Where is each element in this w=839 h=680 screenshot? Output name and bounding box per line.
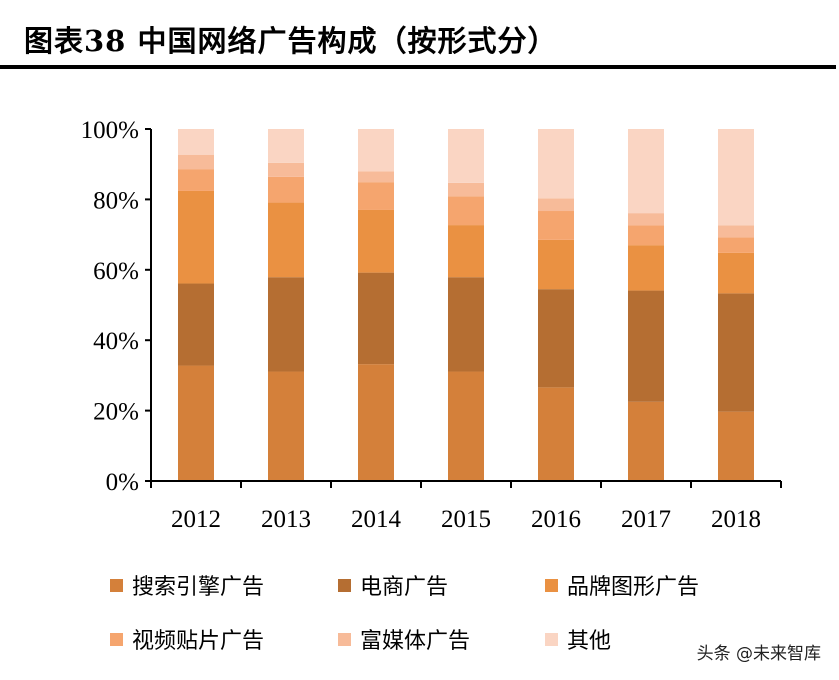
x-tick-label: 2016 — [531, 506, 581, 533]
legend-swatch — [545, 578, 558, 592]
bar-segment-2016-3 — [538, 211, 574, 240]
legend-item-search: 搜索引擎广告 — [110, 569, 264, 601]
legend-item-video: 视频贴片广告 — [110, 623, 264, 655]
legend-label: 品牌图形广告 — [567, 575, 700, 600]
watermark: 头条 @未来智库 — [696, 644, 821, 664]
title-divider — [0, 65, 836, 69]
bar-segment-2018-4 — [718, 225, 754, 238]
bar-segment-2012-2 — [178, 190, 214, 284]
legend-swatch — [110, 578, 123, 592]
bar-segment-2014-4 — [358, 171, 394, 183]
bar-segment-2017-5 — [628, 129, 664, 214]
bar-segment-2013-3 — [268, 176, 304, 203]
bar-segment-2014-0 — [358, 364, 394, 481]
bar-segment-2015-3 — [448, 196, 484, 226]
bar-segment-2017-2 — [628, 245, 664, 291]
bar-segment-2012-3 — [178, 169, 214, 191]
x-tick-label: 2012 — [171, 506, 221, 533]
bar-segment-2012-0 — [178, 365, 214, 481]
bar-segment-2016-0 — [538, 387, 574, 481]
bar-segment-2018-2 — [718, 252, 754, 294]
bar-segment-2014-3 — [358, 182, 394, 210]
bar-segment-2017-0 — [628, 401, 664, 481]
bar-segment-2016-5 — [538, 129, 574, 199]
x-tick-label: 2018 — [711, 506, 761, 533]
bar-segment-2013-0 — [268, 371, 304, 481]
bar-segment-2015-2 — [448, 225, 484, 278]
chart-title: 图表38 中国网络广告构成（按形式分） — [24, 24, 558, 58]
x-tick-label: 2014 — [351, 506, 402, 533]
bar-segment-2013-1 — [268, 277, 304, 372]
legend-item-other: 其他 — [545, 623, 611, 655]
bar-segment-2017-1 — [628, 290, 664, 402]
legend-swatch — [110, 632, 123, 646]
bar-segment-2014-1 — [358, 272, 394, 365]
x-tick-label: 2015 — [441, 506, 491, 533]
legend-item-rich-media: 富媒体广告 — [338, 623, 470, 655]
bar-segment-2016-4 — [538, 198, 574, 212]
legend-label: 搜索引擎广告 — [132, 575, 265, 600]
bar-segment-2018-3 — [718, 237, 754, 253]
legend-item-brand: 品牌图形广告 — [545, 569, 699, 601]
y-tick-label: 20% — [93, 399, 139, 426]
bar-segment-2017-4 — [628, 213, 664, 226]
bar-segment-2015-4 — [448, 182, 484, 197]
bar-segment-2012-4 — [178, 154, 214, 170]
bar-segment-2017-3 — [628, 225, 664, 246]
bar-segment-2015-0 — [448, 371, 484, 481]
bar-segment-2015-5 — [448, 129, 484, 183]
legend-label: 电商广告 — [360, 575, 449, 600]
legend-swatch — [338, 632, 351, 646]
legend-swatch — [338, 578, 351, 592]
x-tick-label: 2017 — [621, 506, 671, 533]
bar-segment-2012-1 — [178, 283, 214, 366]
y-tick-label: 80% — [93, 187, 139, 214]
stacked-bar-chart: 2012 2013 2014 2015 2016 2017 2018 0% 20% 40% 60% 8… — [81, 117, 782, 533]
bar-segment-2014-2 — [358, 209, 394, 273]
x-tick-label: 2013 — [261, 506, 311, 533]
bar-segment-2012-5 — [178, 129, 214, 155]
legend-label: 视频贴片广告 — [132, 629, 265, 654]
legend-label: 富媒体广告 — [360, 629, 471, 654]
bar-segment-2018-5 — [718, 129, 754, 226]
bar-segment-2015-1 — [448, 277, 484, 372]
y-tick-label: 40% — [93, 328, 139, 355]
bar-segment-2018-0 — [718, 411, 754, 481]
bar-segment-2013-5 — [268, 129, 304, 163]
y-tick-label: 0% — [106, 469, 139, 496]
bar-segment-2014-5 — [358, 129, 394, 172]
bar-segment-2018-1 — [718, 293, 754, 412]
bar-segment-2016-1 — [538, 289, 574, 388]
bar-segment-2013-2 — [268, 202, 304, 278]
y-tick-label: 100% — [81, 117, 139, 144]
legend-label: 其他 — [567, 629, 612, 654]
bar-segment-2013-4 — [268, 162, 304, 177]
legend-item-ecommerce: 电商广告 — [338, 569, 448, 601]
legend-swatch — [545, 632, 558, 646]
y-tick-label: 60% — [93, 258, 139, 285]
bar-segment-2016-2 — [538, 239, 574, 290]
